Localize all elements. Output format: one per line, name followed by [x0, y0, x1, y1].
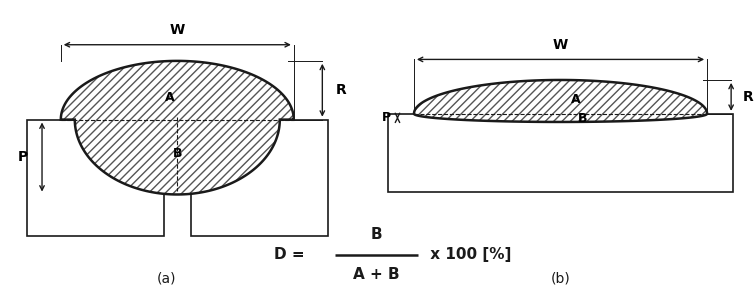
- Text: (b): (b): [550, 271, 571, 286]
- Polygon shape: [191, 119, 327, 236]
- Text: A + B: A + B: [353, 267, 400, 282]
- Text: W: W: [553, 38, 569, 52]
- Text: R: R: [336, 83, 346, 97]
- Text: P: P: [18, 150, 29, 164]
- Text: P: P: [383, 111, 392, 124]
- Polygon shape: [60, 61, 294, 194]
- Polygon shape: [388, 114, 733, 191]
- Text: A: A: [165, 91, 175, 104]
- Text: B: B: [370, 227, 383, 242]
- Text: B: B: [172, 147, 182, 160]
- Polygon shape: [414, 80, 707, 122]
- Text: D =: D =: [274, 247, 305, 262]
- Text: W: W: [169, 23, 185, 37]
- Text: A: A: [571, 93, 581, 106]
- Text: (a): (a): [156, 271, 175, 286]
- Text: R: R: [742, 90, 753, 104]
- Text: B: B: [578, 112, 588, 125]
- Polygon shape: [27, 119, 164, 236]
- Text: x 100 [%]: x 100 [%]: [426, 247, 512, 262]
